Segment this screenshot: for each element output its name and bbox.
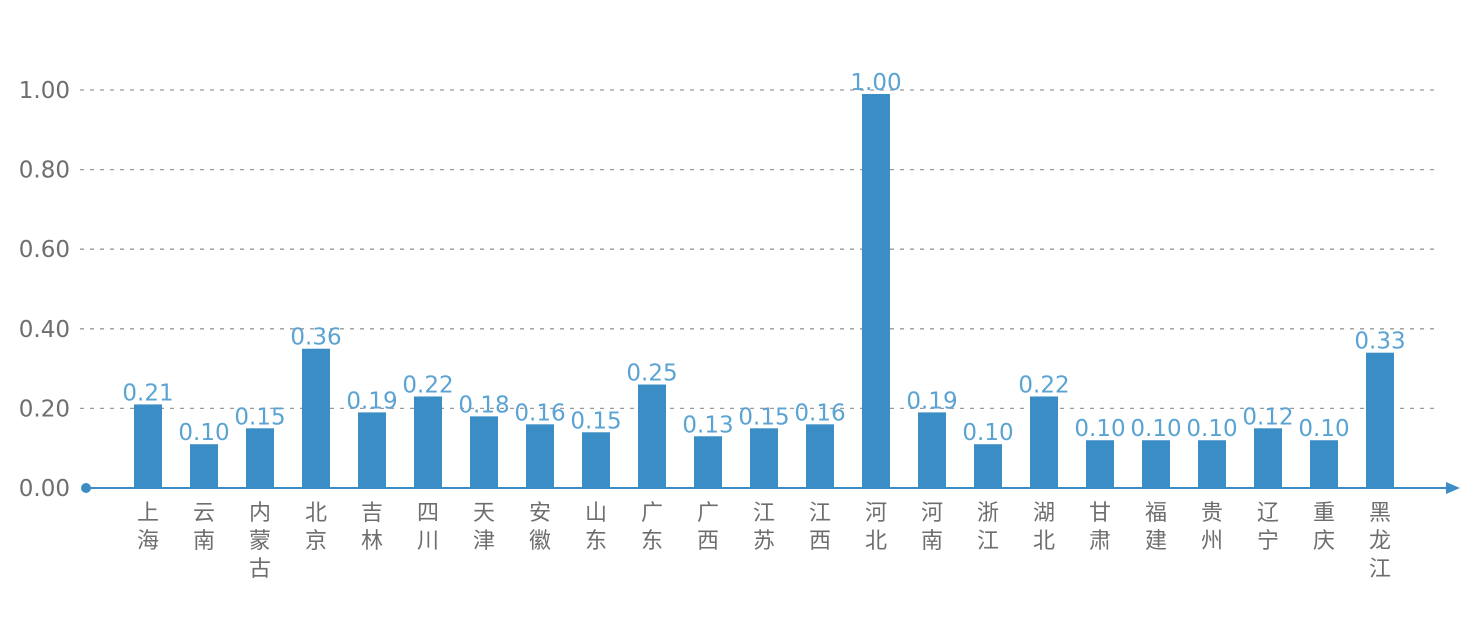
- data-label: 0.10: [1298, 416, 1349, 442]
- bar: [1366, 352, 1394, 488]
- bar: [470, 416, 498, 488]
- x-tick-label: 江西: [809, 501, 831, 554]
- y-tick-label: 0.00: [19, 476, 70, 502]
- x-tick-label: 福建: [1145, 501, 1167, 554]
- x-tick-label: 云南: [193, 501, 215, 554]
- data-label: 0.25: [626, 361, 677, 387]
- x-tick-label: 广西: [697, 501, 719, 554]
- x-tick-label: 湖北: [1033, 501, 1055, 554]
- data-label: 0.21: [122, 380, 173, 406]
- x-tick-label: 重庆: [1313, 501, 1335, 554]
- gridlines: [80, 89, 1440, 410]
- data-label: 0.10: [1130, 416, 1181, 442]
- bar: [302, 348, 330, 488]
- data-label: 0.18: [458, 392, 509, 418]
- bar: [526, 424, 554, 488]
- axis-origin-dot: [81, 483, 91, 493]
- bar: [246, 428, 274, 488]
- x-tick-label: 江苏: [753, 501, 775, 554]
- y-axis-ticks: 0.00 0.20 0.40 0.60 0.80 1.00: [19, 78, 70, 502]
- bar: [1030, 396, 1058, 488]
- x-tick-label: 北京: [305, 501, 327, 554]
- y-tick-label: 1.00: [19, 78, 70, 104]
- bar: [1310, 440, 1338, 488]
- bar: [806, 424, 834, 488]
- bar: [190, 444, 218, 488]
- bar: [414, 396, 442, 488]
- data-label: 0.19: [906, 388, 957, 414]
- x-tick-label: 黑龙江: [1369, 501, 1391, 582]
- bar: [974, 444, 1002, 488]
- data-label: 0.16: [794, 400, 845, 426]
- x-tick-label: 河南: [921, 501, 943, 554]
- x-tick-label: 浙江: [977, 501, 999, 554]
- bar: [918, 412, 946, 488]
- data-label: 0.12: [1242, 404, 1293, 430]
- axis-arrow-icon: [1446, 482, 1460, 494]
- x-tick-label: 贵州: [1201, 501, 1223, 554]
- x-tick-label: 四川: [417, 501, 439, 554]
- data-label: 0.33: [1354, 329, 1405, 355]
- bar: [358, 412, 386, 488]
- x-tick-label: 内蒙古: [249, 501, 271, 582]
- data-label: 0.36: [290, 325, 341, 351]
- bar: [750, 428, 778, 488]
- data-label: 0.16: [514, 400, 565, 426]
- x-tick-label: 吉林: [361, 501, 383, 554]
- x-tick-label: 广东: [641, 501, 663, 554]
- data-labels: 0.210.100.150.360.190.220.18 0.16 0.150.25…: [122, 70, 1405, 446]
- bar: [1086, 440, 1114, 488]
- x-tick-label: 甘肃: [1089, 501, 1111, 554]
- bar: [582, 432, 610, 488]
- bar: [134, 404, 162, 488]
- x-tick-label: 上海: [137, 501, 159, 554]
- data-label: 0.10: [962, 420, 1013, 446]
- y-tick-label: 0.40: [19, 317, 70, 343]
- data-label: 1.00: [850, 70, 901, 96]
- y-tick-label: 0.60: [19, 237, 70, 263]
- x-tick-label: 天津: [473, 501, 495, 554]
- bar: [1254, 428, 1282, 488]
- y-tick-label: 0.20: [19, 396, 70, 422]
- y-tick-label: 0.80: [19, 158, 70, 184]
- data-label: 0.15: [570, 408, 621, 434]
- bar: [638, 384, 666, 488]
- x-tick-label: 河北: [865, 501, 887, 554]
- bar: [694, 436, 722, 488]
- data-label: 0.19: [346, 388, 397, 414]
- data-label: 0.13: [682, 412, 733, 438]
- x-axis: [81, 482, 1460, 494]
- data-label: 0.10: [1186, 416, 1237, 442]
- bars: [134, 93, 1394, 488]
- data-label: 0.15: [738, 404, 789, 430]
- bar: [1142, 440, 1170, 488]
- bar: [1198, 440, 1226, 488]
- data-label: 0.22: [402, 372, 453, 398]
- data-label: 0.10: [1074, 416, 1125, 442]
- x-tick-label: 山东: [585, 501, 607, 554]
- data-label: 0.15: [234, 404, 285, 430]
- data-label: 0.10: [178, 420, 229, 446]
- x-tick-label: 安徽: [529, 501, 551, 554]
- data-label: 0.22: [1018, 372, 1069, 398]
- x-tick-label: 辽宁: [1257, 501, 1279, 554]
- bar: [862, 93, 890, 488]
